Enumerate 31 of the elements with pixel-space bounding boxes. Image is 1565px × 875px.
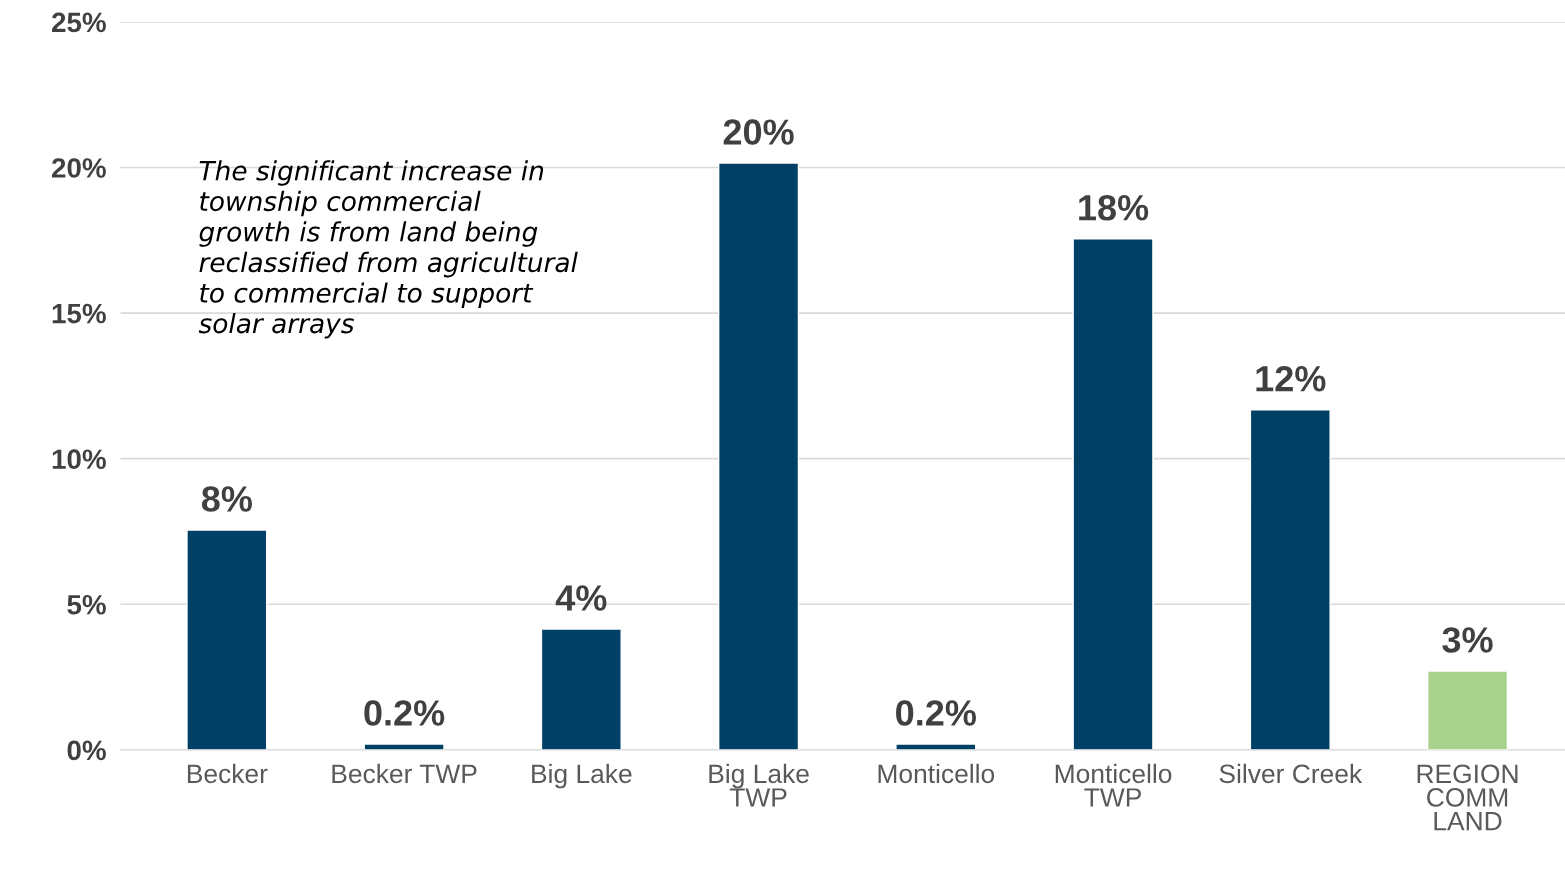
bar [1072, 238, 1154, 750]
data-label: 4% [555, 585, 607, 611]
bar [717, 162, 800, 750]
data-label: 12% [1256, 365, 1326, 392]
y-tick-label: 20% [51, 158, 106, 178]
data-label: 0.2% [364, 700, 445, 726]
x-tick-label: Becker TWP [332, 763, 477, 784]
data-label: 18% [1079, 195, 1149, 221]
bar [363, 743, 445, 750]
y-tick-label: 10% [52, 449, 106, 470]
bar [186, 529, 268, 750]
y-tick-label: 5% [67, 595, 106, 615]
data-label: 3% [1442, 627, 1493, 653]
x-tick-label: REGION COMM LAND [1417, 764, 1518, 831]
y-tick-label: 25% [51, 12, 106, 33]
bar [895, 743, 977, 750]
data-label: 20% [723, 119, 794, 145]
annotation: The significant increase in township commercial growth is from land being reclassified from agricultural to commercial to support solar arrays [198, 160, 578, 339]
x-tick-label: Monticello TWP [1055, 763, 1172, 807]
data-label: 8% [201, 486, 252, 512]
bar [540, 628, 622, 750]
x-tick-label: Monticello [878, 763, 995, 784]
bar [1249, 409, 1331, 750]
x-tick-label: Silver Creek [1219, 763, 1363, 784]
x-tick-label: Big Lake TWP [709, 763, 809, 807]
x-tick-label: Big Lake [532, 763, 632, 789]
data-label: 0.2% [896, 700, 977, 726]
y-tick-label: 0% [67, 740, 106, 761]
bar [1426, 670, 1509, 750]
y-tick-label: 15% [52, 303, 106, 324]
x-tick-label: Becker [187, 763, 268, 784]
